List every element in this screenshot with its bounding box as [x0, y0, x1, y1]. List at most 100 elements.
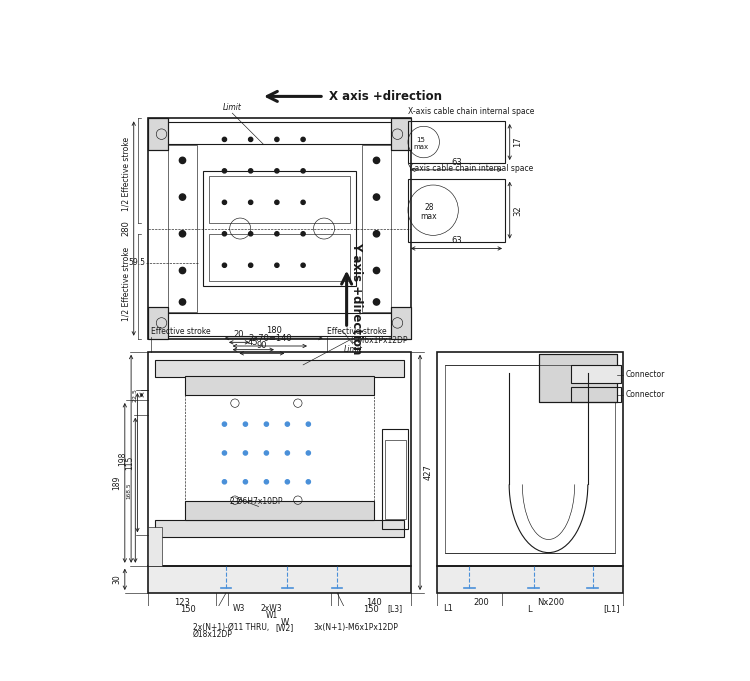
Circle shape	[301, 169, 305, 173]
Circle shape	[274, 169, 279, 173]
Circle shape	[301, 263, 305, 268]
Text: W1: W1	[266, 610, 278, 620]
Bar	[571, 387, 621, 402]
Bar	[539, 354, 617, 402]
Circle shape	[306, 479, 310, 484]
Text: 427: 427	[424, 464, 433, 480]
Bar	[386, 440, 406, 518]
Bar	[148, 527, 161, 566]
Text: 15: 15	[416, 137, 425, 143]
Circle shape	[222, 263, 226, 268]
Text: 63: 63	[451, 236, 462, 245]
Circle shape	[222, 200, 226, 204]
Circle shape	[179, 194, 186, 200]
Text: 32: 32	[513, 205, 522, 215]
Bar	[391, 118, 410, 150]
Circle shape	[222, 232, 226, 236]
Text: [L1]: [L1]	[603, 604, 619, 613]
Circle shape	[301, 200, 305, 204]
Circle shape	[248, 263, 253, 268]
Text: 90: 90	[256, 341, 267, 350]
Circle shape	[248, 169, 253, 173]
Text: max: max	[413, 144, 428, 151]
Circle shape	[243, 451, 248, 455]
Text: [W2]: [W2]	[275, 624, 294, 633]
Circle shape	[374, 231, 380, 237]
Text: X-axis cable chain internal space: X-axis cable chain internal space	[408, 107, 534, 116]
Text: 189: 189	[112, 475, 122, 490]
Circle shape	[264, 451, 268, 455]
Bar	[154, 360, 404, 377]
Bar	[148, 118, 168, 150]
Text: 180: 180	[266, 326, 282, 335]
Circle shape	[222, 422, 226, 426]
Text: 1/2 Effective stroke: 1/2 Effective stroke	[122, 136, 131, 210]
Text: 20: 20	[234, 330, 244, 339]
Text: 198: 198	[118, 452, 128, 466]
Circle shape	[301, 232, 305, 236]
Bar	[362, 144, 391, 313]
Circle shape	[306, 451, 310, 455]
Text: W3: W3	[232, 604, 244, 613]
Circle shape	[285, 479, 290, 484]
Circle shape	[179, 157, 186, 163]
Text: 63: 63	[451, 158, 462, 167]
Circle shape	[374, 194, 380, 200]
Bar	[571, 365, 621, 383]
Bar	[152, 313, 406, 336]
Circle shape	[222, 138, 226, 142]
Circle shape	[285, 451, 290, 455]
Bar	[203, 171, 356, 286]
Text: 280: 280	[121, 221, 130, 236]
Circle shape	[374, 299, 380, 305]
Text: 28: 28	[424, 202, 433, 212]
Circle shape	[274, 200, 279, 204]
Circle shape	[243, 479, 248, 484]
Circle shape	[248, 232, 253, 236]
Bar	[148, 307, 168, 338]
Circle shape	[274, 263, 279, 268]
Circle shape	[222, 479, 226, 484]
Bar	[185, 395, 374, 501]
Circle shape	[222, 169, 226, 173]
Circle shape	[301, 138, 305, 142]
Text: 2-Ø6H7x10DP: 2-Ø6H7x10DP	[230, 496, 284, 505]
Text: Effective stroke: Effective stroke	[327, 327, 386, 336]
Bar	[436, 566, 623, 593]
Text: 150: 150	[363, 605, 379, 614]
Circle shape	[274, 138, 279, 142]
Bar	[185, 501, 374, 520]
Circle shape	[179, 268, 186, 274]
Bar	[539, 354, 617, 402]
Text: Limit: Limit	[223, 103, 242, 112]
Text: X axis +direction: X axis +direction	[329, 90, 442, 103]
Text: 115: 115	[124, 456, 134, 470]
Text: 140: 140	[367, 598, 382, 607]
Bar	[148, 307, 168, 338]
Text: Ø18x12DP: Ø18x12DP	[193, 630, 232, 639]
Text: 2x(N+1)-Ø11 THRU,: 2x(N+1)-Ø11 THRU,	[193, 623, 269, 633]
Bar	[436, 352, 623, 566]
Circle shape	[222, 451, 226, 455]
Bar	[152, 122, 406, 144]
Circle shape	[248, 138, 253, 142]
Circle shape	[306, 422, 310, 426]
Text: 1/2 Effective stroke: 1/2 Effective stroke	[122, 247, 131, 321]
Text: Connector: Connector	[626, 370, 665, 379]
Text: 200: 200	[473, 598, 489, 607]
Circle shape	[243, 422, 248, 426]
Bar	[408, 121, 505, 163]
Bar	[391, 307, 410, 338]
Circle shape	[374, 268, 380, 274]
Text: 123: 123	[174, 598, 190, 607]
Bar	[382, 430, 408, 529]
Text: 3x(N+1)-M6x1Px12DP: 3x(N+1)-M6x1Px12DP	[314, 623, 398, 633]
Circle shape	[179, 231, 186, 237]
Text: 17: 17	[513, 137, 522, 147]
Bar	[209, 176, 350, 223]
Text: Y axis +direction: Y axis +direction	[350, 242, 363, 354]
Circle shape	[248, 200, 253, 204]
Text: Nx200: Nx200	[537, 598, 564, 607]
Bar	[148, 118, 410, 338]
Bar	[148, 566, 410, 593]
